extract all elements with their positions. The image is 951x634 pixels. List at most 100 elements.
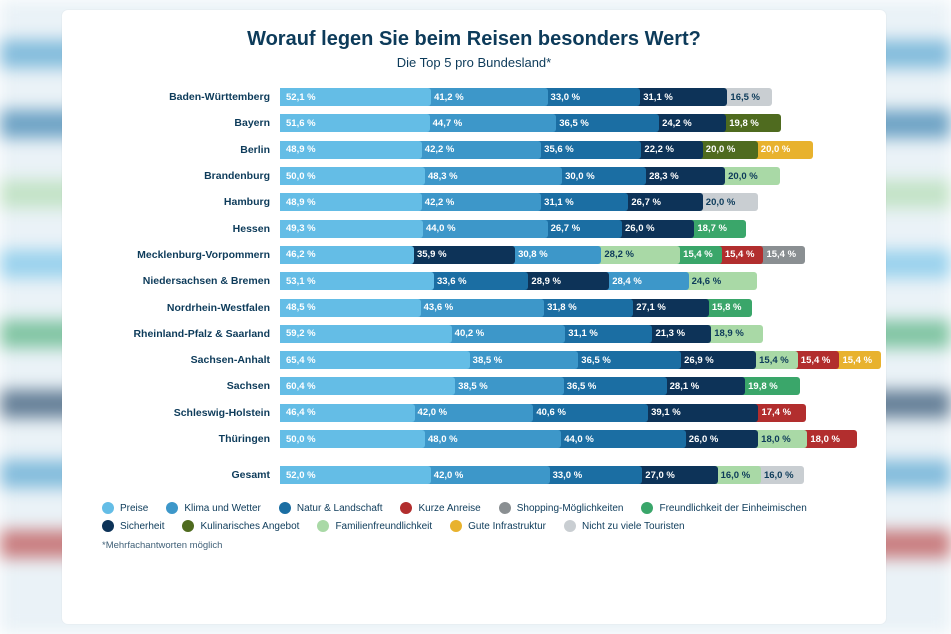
legend-swatch [182,520,194,532]
legend-swatch [450,520,462,532]
legend-item: Preise [102,502,148,514]
bar-segment: 42,0 % [412,404,534,422]
bar-segment: 16,0 % [758,466,804,484]
row-label: Schleswig-Holstein [92,407,280,419]
bar-segment: 65,4 % [280,351,470,369]
bar-segment: 26,7 % [625,193,702,211]
bar-segment: 52,0 % [280,466,431,484]
bar-segment: 52,1 % [280,88,431,106]
bar-segment: 20,0 % [700,193,758,211]
bar-segment: 44,7 % [427,114,557,132]
bar-segment: 40,2 % [449,325,566,343]
row-bars: 59,2 %40,2 %31,1 %21,3 %18,9 % [280,325,856,343]
chart-row: Sachsen-Anhalt65,4 %38,5 %36,5 %26,9 %15… [92,347,856,373]
bar-segment: 33,0 % [547,466,643,484]
legend-item: Gute Infrastruktur [450,520,546,532]
legend-label: Preise [120,503,148,514]
bar-segment: 46,4 % [280,404,415,422]
legend-swatch [400,502,412,514]
bar-segment: 20,0 % [755,141,813,159]
legend-swatch [641,502,653,514]
bar-segment: 36,5 % [561,377,667,395]
row-bars: 52,0 %42,0 %33,0 %27,0 %16,0 %16,0 % [280,466,856,484]
bar-segment: 42,2 % [419,141,541,159]
bar-segment: 51,6 % [280,114,430,132]
bar-segment: 21,3 % [649,325,711,343]
bar-segment: 15,4 % [719,246,764,264]
bar-segment: 28,1 % [664,377,745,395]
bar-segment: 20,0 % [722,167,780,185]
chart-row: Brandenburg50,0 %48,3 %30,0 %28,3 %20,0 … [92,163,856,189]
legend-item: Klima und Wetter [166,502,261,514]
legend-item: Sicherheit [102,520,164,532]
row-bars: 60,4 %38,5 %36,5 %28,1 %19,8 % [280,377,856,395]
bar-segment: 28,9 % [525,272,609,290]
bar-segment: 60,4 % [280,377,455,395]
bar-segment: 46,2 % [280,246,414,264]
legend-item: Nicht zu viele Touristen [564,520,685,532]
legend-swatch [102,520,114,532]
bar-segment: 17,4 % [755,404,805,422]
bar-segment: 24,6 % [686,272,757,290]
row-label: Mecklenburg-Vorpommern [92,249,280,261]
bar-segment: 28,3 % [643,167,725,185]
bar-segment: 35,9 % [411,246,515,264]
legend-label: Kurze Anreise [418,503,480,514]
row-bars: 46,2 %35,9 %30,8 %28,2 %15,4 %15,4 %15,4… [280,246,856,264]
bar-segment: 30,8 % [512,246,601,264]
bar-segment: 48,9 % [280,193,422,211]
chart-legend: Preise Klima und Wetter Natur & Landschaft… [92,502,856,532]
row-bars: 53,1 %33,6 %28,9 %28,4 %24,6 % [280,272,856,290]
bar-segment: 16,0 % [715,466,761,484]
legend-item: Natur & Landschaft [279,502,383,514]
bar-segment: 48,0 % [422,430,561,448]
legend-swatch [564,520,576,532]
row-label: Brandenburg [92,170,280,182]
chart-row: Mecklenburg-Vorpommern46,2 %35,9 %30,8 %… [92,242,856,268]
bar-segment: 19,8 % [723,114,780,132]
chart-row: Bayern51,6 %44,7 %36,5 %24,2 %19,8 % [92,110,856,136]
bar-segment: 38,5 % [467,351,579,369]
legend-item: Kurze Anreise [400,502,480,514]
bar-segment: 30,0 % [559,167,646,185]
bar-segment: 48,9 % [280,141,422,159]
bar-segment: 20,0 % [700,141,758,159]
chart-footnote: *Mehrfachantworten möglich [92,540,856,551]
bar-segment: 35,6 % [538,141,641,159]
row-label: Niedersachsen & Bremen [92,275,280,287]
bar-segment: 44,0 % [558,430,686,448]
bar-segment: 39,1 % [645,404,758,422]
row-label: Rheinland-Pfalz & Saarland [92,328,280,340]
bar-segment: 33,0 % [545,88,641,106]
bar-segment: 48,3 % [422,167,562,185]
row-label: Sachsen-Anhalt [92,354,280,366]
chart-row: Sachsen60,4 %38,5 %36,5 %28,1 %19,8 % [92,373,856,399]
bar-segment: 50,0 % [280,430,425,448]
row-bars: 48,5 %43,6 %31,8 %27,1 %15,8 % [280,299,856,317]
chart-row: Berlin48,9 %42,2 %35,6 %22,2 %20,0 %20,0… [92,137,856,163]
bar-segment: 41,2 % [428,88,547,106]
bar-segment: 15,4 % [836,351,881,369]
row-label: Gesamt [92,469,280,481]
bar-segment: 31,8 % [541,299,633,317]
legend-item: Kulinarisches Angebot [182,520,299,532]
chart-row: Gesamt52,0 %42,0 %33,0 %27,0 %16,0 %16,0… [92,462,856,488]
row-label: Thüringen [92,433,280,445]
row-bars: 48,9 %42,2 %35,6 %22,2 %20,0 %20,0 % [280,141,856,159]
legend-item: Shopping-Möglichkeiten [499,502,624,514]
bar-segment: 19,8 % [742,377,799,395]
bar-segment: 15,4 % [795,351,840,369]
bar-segment: 43,6 % [418,299,544,317]
legend-label: Kulinarisches Angebot [200,521,299,532]
bar-segment: 16,5 % [724,88,772,106]
row-label: Hamburg [92,196,280,208]
legend-item: Freundlichkeit der Einheimischen [641,502,806,514]
bar-segment: 28,4 % [606,272,688,290]
bar-segment: 36,5 % [553,114,659,132]
chart-row: Hamburg48,9 %42,2 %31,1 %26,7 %20,0 % [92,189,856,215]
chart-row: Niedersachsen & Bremen53,1 %33,6 %28,9 %… [92,268,856,294]
bar-segment: 28,2 % [598,246,680,264]
bar-segment: 15,8 % [706,299,752,317]
row-bars: 46,4 %42,0 %40,6 %39,1 %17,4 % [280,404,856,422]
bar-segment: 24,2 % [656,114,726,132]
